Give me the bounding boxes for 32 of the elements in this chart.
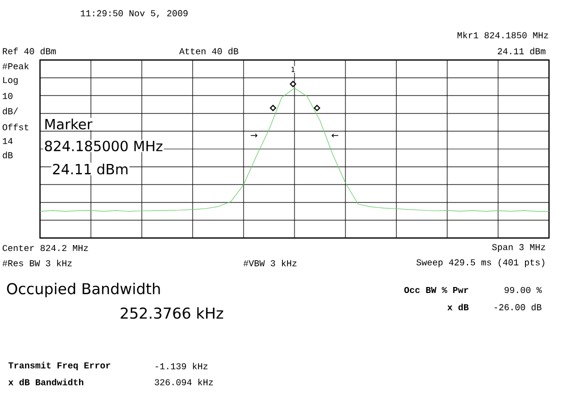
annotation: ← (332, 134, 338, 138)
text: Log (3, 77, 18, 85)
text: Sweep 429.5 ms (401 pts) (416, 258, 544, 268)
text: x dB Bandwidth (8, 378, 84, 386)
text: #Peak (2, 62, 29, 70)
text: dB/ (2, 108, 18, 114)
text: -1.139 kHz (156, 362, 208, 370)
annotation: 824.185000 MHz (44, 140, 162, 152)
text: Span 3 MHz (492, 244, 546, 252)
text: Center 824.2 MHz (2, 244, 88, 252)
text: #Res BW 3 kHz (2, 260, 72, 266)
text: x dB (447, 304, 469, 310)
text: Occupied Bandwidth (7, 282, 160, 298)
text: 99.00 % (504, 286, 542, 294)
text: Ref 40 dBm (2, 48, 56, 54)
text: 10 (2, 92, 12, 100)
text: 252.3766 kHz (120, 307, 224, 319)
annotation: 24.11 dBm (53, 164, 128, 174)
text: dB (2, 152, 13, 158)
text: 24.11 dBm (498, 48, 546, 54)
text: Offst (2, 124, 28, 130)
text: Occ BW % Pwr (404, 286, 468, 294)
text: 14 (2, 138, 13, 144)
text: #VBW 3 kHz (243, 260, 296, 266)
text: 326.094 kHz (154, 378, 213, 386)
annotation: Marker (45, 118, 92, 130)
annotation: → (250, 134, 258, 138)
text: Atten 40 dB (179, 48, 238, 54)
text: Mkr1 824.1850 MHz (458, 32, 548, 38)
text: Transmit Freq Error (8, 362, 110, 370)
chart-title: 11:29:50 Nov 5, 2009 (80, 10, 188, 18)
text: -26.00 dB (494, 304, 542, 310)
